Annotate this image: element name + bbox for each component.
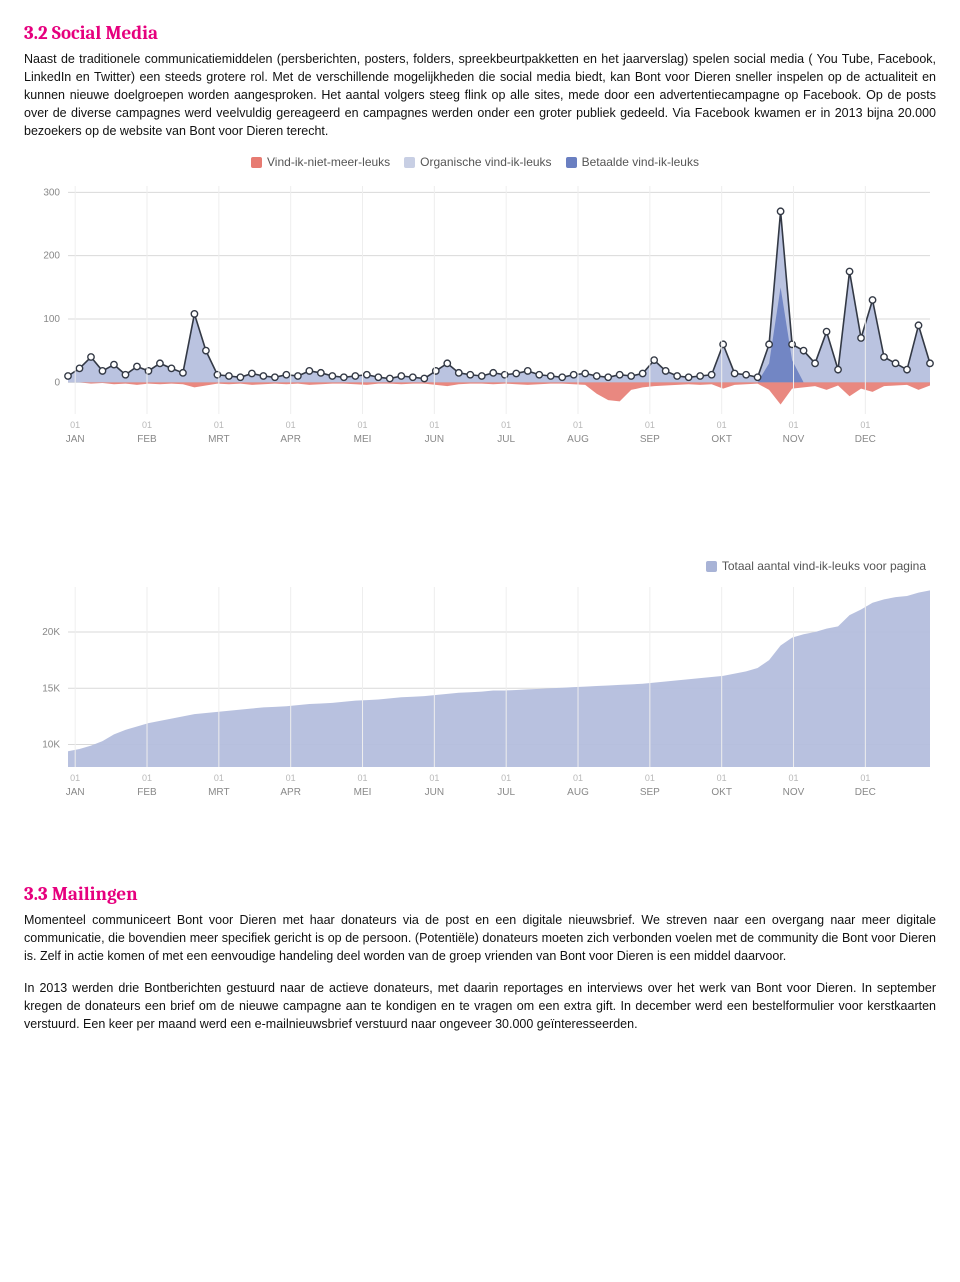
section-heading-mailingen: 3.3 Mailingen — [24, 881, 936, 909]
svg-text:01: 01 — [860, 773, 870, 783]
svg-text:01: 01 — [286, 773, 296, 783]
svg-text:01: 01 — [358, 420, 368, 430]
svg-text:01: 01 — [214, 420, 224, 430]
section-body-mailingen-1: Momenteel communiceert Bont voor Dieren … — [24, 911, 936, 965]
svg-text:0: 0 — [54, 377, 60, 388]
svg-text:FEB: FEB — [137, 787, 157, 798]
section-body-social-media: Naast de traditionele communicatiemiddel… — [24, 50, 936, 141]
svg-text:15K: 15K — [42, 683, 60, 694]
svg-text:NOV: NOV — [783, 434, 805, 445]
svg-text:200: 200 — [43, 250, 60, 261]
svg-text:01: 01 — [358, 773, 368, 783]
svg-text:01: 01 — [70, 420, 80, 430]
svg-text:JUL: JUL — [497, 434, 515, 445]
legend-item-paid: Betaalde vind-ik-leuks — [566, 154, 699, 171]
svg-text:01: 01 — [501, 420, 511, 430]
svg-text:AUG: AUG — [567, 434, 589, 445]
likes-line-chart: Vind-ik-niet-meer-leuks Organische vind-… — [24, 154, 936, 457]
svg-text:01: 01 — [717, 773, 727, 783]
svg-text:JUN: JUN — [425, 434, 444, 445]
svg-text:JAN: JAN — [66, 434, 85, 445]
svg-text:DEC: DEC — [855, 434, 876, 445]
svg-text:20K: 20K — [42, 627, 60, 638]
svg-text:01: 01 — [70, 773, 80, 783]
legend-item-organic: Organische vind-ik-leuks — [404, 154, 551, 171]
chart1-svg: 0 100 200 300 01 JAN 01 FEB 01 MRT 01 APR 01 MEI 01 JUN… — [24, 178, 936, 458]
svg-text:APR: APR — [280, 787, 301, 798]
svg-text:MRT: MRT — [208, 787, 229, 798]
svg-text:01: 01 — [142, 773, 152, 783]
svg-text:01: 01 — [429, 420, 439, 430]
section-heading-social-media: 3.2 Social Media — [24, 20, 936, 48]
svg-text:OKT: OKT — [711, 434, 732, 445]
svg-text:01: 01 — [214, 773, 224, 783]
svg-text:01: 01 — [645, 420, 655, 430]
legend-swatch — [404, 157, 415, 168]
svg-text:01: 01 — [645, 773, 655, 783]
svg-text:01: 01 — [860, 420, 870, 430]
svg-text:01: 01 — [573, 420, 583, 430]
svg-text:MRT: MRT — [208, 434, 229, 445]
svg-text:OKT: OKT — [711, 787, 732, 798]
legend-item-unlikes: Vind-ik-niet-meer-leuks — [251, 154, 390, 171]
svg-text:01: 01 — [429, 773, 439, 783]
legend-swatch — [251, 157, 262, 168]
legend-label: Totaal aantal vind-ik-leuks voor pagina — [722, 558, 926, 575]
svg-text:AUG: AUG — [567, 787, 589, 798]
svg-text:SEP: SEP — [640, 434, 660, 445]
section-body-mailingen-2: In 2013 werden drie Bontberichten gestuu… — [24, 979, 936, 1033]
legend-swatch — [706, 561, 717, 572]
svg-text:FEB: FEB — [137, 434, 157, 445]
svg-text:01: 01 — [789, 420, 799, 430]
legend-swatch — [566, 157, 577, 168]
svg-text:JAN: JAN — [66, 787, 85, 798]
chart2-legend: Totaal aantal vind-ik-leuks voor pagina — [24, 558, 926, 575]
svg-text:NOV: NOV — [783, 787, 805, 798]
svg-text:10K: 10K — [42, 739, 60, 750]
svg-text:01: 01 — [717, 420, 727, 430]
svg-text:MEI: MEI — [354, 787, 372, 798]
svg-text:100: 100 — [43, 314, 60, 325]
chart1-legend: Vind-ik-niet-meer-leuks Organische vind-… — [24, 154, 926, 171]
svg-text:01: 01 — [789, 773, 799, 783]
svg-text:01: 01 — [573, 773, 583, 783]
chart2-svg: 10K 15K 20K 01 JAN 01 FEB 01 MRT 01 APR 01 MEI 01 JUN 0… — [24, 581, 936, 811]
legend-label: Betaalde vind-ik-leuks — [582, 154, 699, 171]
svg-text:JUL: JUL — [497, 787, 515, 798]
svg-text:01: 01 — [501, 773, 511, 783]
legend-label: Vind-ik-niet-meer-leuks — [267, 154, 390, 171]
svg-text:01: 01 — [286, 420, 296, 430]
svg-text:DEC: DEC — [855, 787, 876, 798]
svg-text:SEP: SEP — [640, 787, 660, 798]
svg-text:01: 01 — [142, 420, 152, 430]
legend-item-total: Totaal aantal vind-ik-leuks voor pagina — [706, 558, 926, 575]
svg-text:JUN: JUN — [425, 787, 444, 798]
svg-text:300: 300 — [43, 187, 60, 198]
total-likes-area-chart: Totaal aantal vind-ik-leuks voor pagina … — [24, 558, 936, 811]
legend-label: Organische vind-ik-leuks — [420, 154, 551, 171]
svg-text:APR: APR — [280, 434, 301, 445]
svg-text:MEI: MEI — [354, 434, 372, 445]
